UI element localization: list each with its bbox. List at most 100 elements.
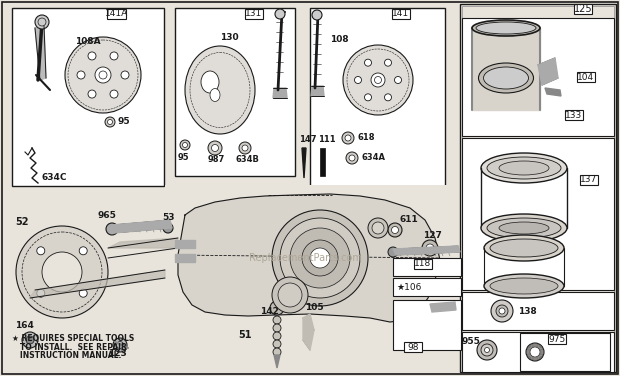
Text: 130: 130 xyxy=(220,33,239,42)
Circle shape xyxy=(365,94,371,101)
Bar xyxy=(404,342,422,352)
Circle shape xyxy=(113,338,127,352)
Text: TO INSTALL.  SEE REPAIR: TO INSTALL. SEE REPAIR xyxy=(12,343,127,352)
Text: ReplacementParts.com: ReplacementParts.com xyxy=(249,253,361,263)
Ellipse shape xyxy=(210,88,220,102)
Circle shape xyxy=(384,94,391,101)
Circle shape xyxy=(273,348,281,356)
Circle shape xyxy=(79,247,87,255)
Ellipse shape xyxy=(499,222,549,234)
Circle shape xyxy=(391,226,399,233)
Bar xyxy=(462,332,614,372)
Ellipse shape xyxy=(481,214,567,242)
Circle shape xyxy=(496,305,508,317)
Text: 138: 138 xyxy=(518,306,537,315)
Ellipse shape xyxy=(487,218,561,238)
Text: 95: 95 xyxy=(178,153,190,162)
Circle shape xyxy=(182,143,187,147)
Bar xyxy=(392,9,410,19)
Circle shape xyxy=(342,132,354,144)
Circle shape xyxy=(42,252,82,292)
Text: 104: 104 xyxy=(577,73,595,82)
Circle shape xyxy=(278,283,302,307)
Polygon shape xyxy=(545,88,561,96)
Circle shape xyxy=(273,324,281,332)
Polygon shape xyxy=(274,355,280,368)
Bar xyxy=(462,18,614,136)
Circle shape xyxy=(372,222,384,234)
Circle shape xyxy=(343,45,413,115)
Bar xyxy=(577,72,595,82)
Text: 618: 618 xyxy=(358,133,376,143)
Circle shape xyxy=(107,120,112,124)
Circle shape xyxy=(99,71,107,79)
Circle shape xyxy=(16,226,108,318)
Circle shape xyxy=(121,71,129,79)
Bar xyxy=(107,9,126,19)
Bar xyxy=(393,300,461,350)
Text: ★ REQUIRES SPECIAL TOOLS: ★ REQUIRES SPECIAL TOOLS xyxy=(12,334,135,343)
Circle shape xyxy=(211,144,218,152)
Circle shape xyxy=(349,155,355,161)
Text: 133: 133 xyxy=(565,111,583,120)
Bar xyxy=(165,185,450,360)
Circle shape xyxy=(65,37,141,113)
Text: 51: 51 xyxy=(238,330,252,340)
Text: 965: 965 xyxy=(98,211,117,220)
Text: 98: 98 xyxy=(407,343,419,352)
Circle shape xyxy=(530,347,540,357)
Text: 142: 142 xyxy=(260,308,279,317)
Polygon shape xyxy=(538,58,558,85)
Polygon shape xyxy=(112,220,172,233)
Ellipse shape xyxy=(490,278,558,294)
Ellipse shape xyxy=(484,67,528,89)
Bar xyxy=(12,8,164,186)
Text: 141A: 141A xyxy=(105,9,128,18)
Text: 53: 53 xyxy=(162,214,174,223)
Circle shape xyxy=(273,340,281,348)
Circle shape xyxy=(275,9,285,19)
Circle shape xyxy=(491,300,513,322)
Bar xyxy=(414,259,432,269)
Bar xyxy=(462,138,614,290)
Circle shape xyxy=(371,73,385,87)
Text: 127: 127 xyxy=(423,230,442,240)
Ellipse shape xyxy=(472,20,540,36)
Polygon shape xyxy=(35,26,46,80)
Bar xyxy=(393,258,461,276)
Circle shape xyxy=(272,277,308,313)
Text: 95: 95 xyxy=(118,117,131,126)
Circle shape xyxy=(426,244,434,252)
Circle shape xyxy=(477,340,497,360)
Circle shape xyxy=(388,247,398,257)
Circle shape xyxy=(106,223,118,235)
Polygon shape xyxy=(472,28,540,110)
Bar xyxy=(245,9,263,19)
Circle shape xyxy=(388,223,402,237)
Circle shape xyxy=(310,248,330,268)
Text: 137: 137 xyxy=(580,176,598,185)
Circle shape xyxy=(355,76,361,83)
Text: 634C: 634C xyxy=(42,173,68,182)
Text: 634B: 634B xyxy=(235,156,259,165)
Circle shape xyxy=(374,76,381,83)
Text: 105: 105 xyxy=(305,303,324,312)
Polygon shape xyxy=(175,240,195,248)
Circle shape xyxy=(273,332,281,340)
Polygon shape xyxy=(430,302,456,312)
Circle shape xyxy=(26,336,34,344)
Circle shape xyxy=(280,218,360,298)
Circle shape xyxy=(37,289,45,297)
Circle shape xyxy=(242,145,248,151)
Circle shape xyxy=(273,316,281,324)
Circle shape xyxy=(208,141,222,155)
Polygon shape xyxy=(178,194,440,322)
Ellipse shape xyxy=(476,22,536,34)
Text: 987: 987 xyxy=(208,156,225,165)
Text: 123: 123 xyxy=(108,349,126,358)
Circle shape xyxy=(346,152,358,164)
Circle shape xyxy=(95,67,111,83)
Circle shape xyxy=(270,301,284,315)
Ellipse shape xyxy=(479,63,533,93)
Text: 131: 131 xyxy=(246,9,263,18)
